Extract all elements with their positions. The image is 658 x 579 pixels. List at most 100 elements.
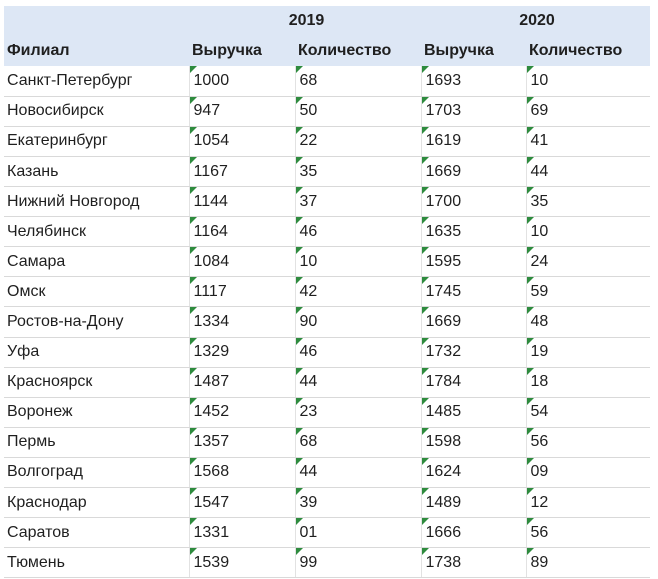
quantity-2019-cell[interactable]: 39 [295,487,422,519]
quantity-2019-cell[interactable]: 23 [295,397,422,428]
branch-cell[interactable]: Саратов [4,517,190,549]
quantity-2020-cell[interactable]: 19 [526,337,650,368]
revenue-2020-column-header[interactable]: Выручка [421,36,526,67]
revenue-2019-cell[interactable]: 1568 [189,457,296,489]
quantity-2020-cell[interactable]: 18 [526,367,650,398]
quantity-2020-cell[interactable]: 56 [526,517,650,549]
revenue-2019-cell[interactable]: 1167 [189,156,296,188]
quantity-2020-cell[interactable]: 41 [526,126,650,157]
quantity-2020-cell[interactable]: 56 [526,427,650,458]
quantity-2020-cell[interactable]: 69 [526,96,650,127]
quantity-2020-cell[interactable]: 12 [526,487,650,519]
branch-cell[interactable]: Омск [4,276,190,308]
branch-cell[interactable]: Самара [4,246,190,278]
revenue-2020-cell[interactable]: 1732 [421,337,527,368]
revenue-2019-cell[interactable]: 947 [189,96,296,127]
empty-header-cell[interactable] [4,6,189,37]
revenue-2020-cell[interactable]: 1489 [421,487,527,519]
quantity-2020-cell[interactable]: 89 [526,547,650,579]
quantity-2020-cell[interactable]: 59 [526,276,650,308]
quantity-2019-cell[interactable]: 99 [295,547,422,579]
revenue-2019-cell[interactable]: 1117 [189,276,296,308]
quantity-2020-cell[interactable]: 09 [526,457,650,489]
revenue-2020-cell[interactable]: 1784 [421,367,527,398]
quantity-2020-cell[interactable]: 10 [526,66,650,97]
number-stored-as-text-indicator-icon [421,548,429,556]
quantity-2019-cell[interactable]: 90 [295,306,422,338]
quantity-2020-cell[interactable]: 10 [526,216,650,248]
revenue-2019-cell[interactable]: 1331 [189,517,296,549]
quantity-2020-column-header[interactable]: Количество [526,36,650,67]
revenue-2019-cell[interactable]: 1357 [189,427,296,458]
revenue-2019-cell[interactable]: 1329 [189,337,296,368]
revenue-2020-cell[interactable]: 1669 [421,306,527,338]
revenue-2020-cell[interactable]: 1595 [421,246,527,278]
branch-cell[interactable]: Новосибирск [4,96,190,127]
branch-cell[interactable]: Казань [4,156,190,188]
branch-cell[interactable]: Красноярск [4,367,190,398]
quantity-2019-cell[interactable]: 22 [295,126,422,157]
revenue-2019-cell[interactable]: 1084 [189,246,296,278]
revenue-2020-cell[interactable]: 1745 [421,276,527,308]
branch-cell[interactable]: Краснодар [4,487,190,519]
quantity-2019-cell[interactable]: 46 [295,337,422,368]
quantity-2019-cell[interactable]: 42 [295,276,422,308]
quantity-2020-cell[interactable]: 54 [526,397,650,428]
revenue-2020-cell[interactable]: 1703 [421,96,527,127]
quantity-2019-column-header[interactable]: Количество [295,36,421,67]
branch-cell[interactable]: Челябинск [4,216,190,248]
revenue-2020-cell[interactable]: 1485 [421,397,527,428]
quantity-2019-cell[interactable]: 68 [295,66,422,97]
revenue-2019-cell[interactable]: 1054 [189,126,296,157]
branch-cell[interactable]: Санкт-Петербург [4,66,190,97]
revenue-2019-cell[interactable]: 1164 [189,216,296,248]
quantity-2019-cell[interactable]: 37 [295,186,422,218]
year-2020-header[interactable]: 2020 [421,6,650,37]
quantity-2019-cell[interactable]: 01 [295,517,422,549]
revenue-2020-cell[interactable]: 1635 [421,216,527,248]
revenue-2020-cell[interactable]: 1619 [421,126,527,157]
revenue-2019-column-header[interactable]: Выручка [189,36,295,67]
quantity-2019-cell[interactable]: 44 [295,457,422,489]
revenue-2019-cell[interactable]: 1452 [189,397,296,428]
revenue-2019-cell[interactable]: 1334 [189,306,296,338]
branch-cell[interactable]: Екатеринбург [4,126,190,157]
table-row: Тюмень 1539 99 1738 89 [4,547,650,579]
revenue-2019-cell[interactable]: 1000 [189,66,296,97]
quantity-2020-cell[interactable]: 48 [526,306,650,338]
revenue-2020-cell[interactable]: 1598 [421,427,527,458]
quantity-2019-cell[interactable]: 35 [295,156,422,188]
quantity-2019-cell[interactable]: 10 [295,246,422,278]
branch-cell[interactable]: Нижний Новгород [4,186,190,218]
branch-cell[interactable]: Волгоград [4,457,190,489]
quantity-2019-cell[interactable]: 68 [295,427,422,458]
revenue-2020-cell[interactable]: 1669 [421,156,527,188]
number-stored-as-text-indicator-icon [189,337,197,345]
number-stored-as-text-indicator-icon [421,488,429,495]
revenue-2020-cell[interactable]: 1700 [421,186,527,218]
branch-cell[interactable]: Ростов-на-Дону [4,306,190,338]
revenue-2020-cell[interactable]: 1693 [421,66,527,97]
revenue-2019-cell[interactable]: 1487 [189,367,296,398]
quantity-2019-cell[interactable]: 50 [295,96,422,127]
quantity-2020-cell[interactable]: 44 [526,156,650,188]
revenue-2019-cell[interactable]: 1539 [189,547,296,579]
branch-cell[interactable]: Пермь [4,427,190,458]
branch-cell[interactable]: Уфа [4,337,190,368]
revenue-2020-cell[interactable]: 1624 [421,457,527,489]
table-row: Казань 1167 35 1669 44 [4,156,650,188]
cell-value: 90 [299,312,318,330]
revenue-2020-cell[interactable]: 1666 [421,517,527,549]
quantity-2019-cell[interactable]: 44 [295,367,422,398]
quantity-2019-cell[interactable]: 46 [295,216,422,248]
number-stored-as-text-indicator-icon [526,427,534,435]
revenue-2020-cell[interactable]: 1738 [421,547,527,579]
branch-column-header[interactable]: Филиал [4,36,189,67]
branch-cell[interactable]: Тюмень [4,547,190,579]
revenue-2019-cell[interactable]: 1547 [189,487,296,519]
quantity-2020-cell[interactable]: 24 [526,246,650,278]
revenue-2019-cell[interactable]: 1144 [189,186,296,218]
year-2019-header[interactable]: 2019 [189,6,421,37]
quantity-2020-cell[interactable]: 35 [526,186,650,218]
branch-cell[interactable]: Воронеж [4,397,190,428]
